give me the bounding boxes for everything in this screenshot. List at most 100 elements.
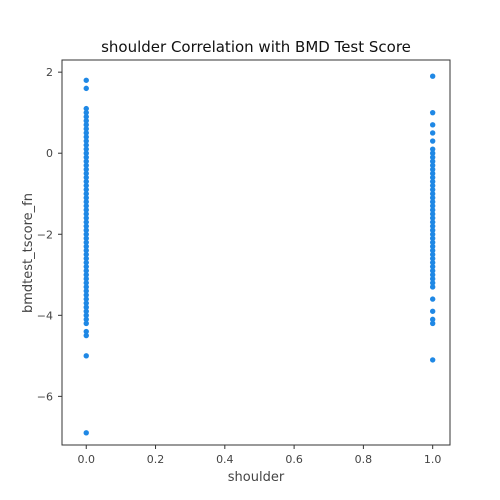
data-point — [83, 247, 89, 254]
data-point — [429, 146, 436, 152]
data-point — [83, 166, 89, 173]
data-point — [83, 162, 89, 169]
data-point — [83, 328, 89, 335]
data-point — [429, 268, 436, 274]
data-point — [429, 276, 436, 282]
data-point — [83, 215, 89, 221]
data-point — [429, 170, 436, 177]
data-point — [83, 195, 89, 201]
data-point — [429, 138, 436, 144]
data-point — [429, 223, 436, 229]
data-point — [83, 178, 89, 185]
data-point — [83, 353, 89, 359]
data-point — [83, 239, 89, 246]
data-point — [83, 118, 89, 124]
data-point — [429, 320, 436, 327]
data-point — [83, 77, 89, 83]
data-point — [83, 304, 89, 310]
data-point — [429, 130, 436, 136]
data-point — [429, 316, 436, 323]
data-point — [429, 296, 436, 302]
data-point — [429, 154, 436, 160]
data-point — [83, 308, 89, 314]
y-tick-label: 2 — [46, 66, 53, 79]
data-point — [83, 122, 89, 128]
y-axis-label: bmdtest_tscore_fn — [21, 193, 36, 313]
data-point — [429, 150, 436, 156]
data-point — [429, 219, 436, 225]
x-tick-label: 0.8 — [355, 453, 373, 466]
data-point — [83, 170, 89, 177]
data-point — [83, 430, 89, 436]
data-point — [429, 174, 436, 181]
data-point — [429, 235, 436, 242]
data-point — [429, 195, 436, 201]
y-tick-label: −4 — [37, 309, 53, 322]
data-point — [429, 203, 436, 209]
data-point — [83, 150, 89, 156]
data-point — [83, 280, 89, 286]
data-point — [429, 308, 436, 314]
data-point — [83, 231, 89, 237]
data-point — [429, 122, 436, 128]
data-point — [83, 332, 89, 339]
data-point — [83, 316, 89, 323]
data-point — [429, 166, 436, 173]
data-point — [429, 255, 436, 262]
data-point — [429, 178, 436, 185]
plot-area-frame — [61, 59, 451, 446]
data-point — [429, 215, 436, 221]
data-point — [429, 259, 436, 266]
data-point — [83, 207, 89, 213]
x-tick-label: 0.2 — [147, 453, 165, 466]
data-point — [83, 186, 89, 193]
data-point — [83, 272, 89, 278]
data-point — [429, 211, 436, 217]
data-point — [83, 255, 89, 262]
data-point — [83, 227, 89, 233]
data-point — [83, 154, 89, 160]
data-point — [83, 320, 89, 327]
data-point — [83, 296, 89, 302]
data-point — [83, 191, 89, 197]
data-point — [83, 126, 89, 132]
data-point — [429, 182, 436, 189]
data-point — [83, 284, 89, 290]
data-point — [429, 227, 436, 233]
y-tick-label: 0 — [46, 147, 53, 160]
x-tick-label: 1.0 — [424, 453, 442, 466]
data-point — [429, 109, 436, 116]
data-point — [83, 223, 89, 229]
y-tick-label: −6 — [37, 390, 53, 403]
data-point — [83, 85, 89, 92]
x-tick-label: 0.0 — [78, 453, 96, 466]
data-point — [83, 203, 89, 209]
data-point — [429, 239, 436, 246]
data-point — [83, 114, 89, 120]
data-point — [429, 158, 436, 165]
data-point — [83, 146, 89, 152]
data-point — [83, 138, 89, 144]
x-tick-label: 0.4 — [216, 453, 234, 466]
x-axis: 0.0 0.2 0.4 0.6 0.8 1.0 — [78, 445, 442, 466]
data-point — [83, 312, 89, 319]
data-point — [429, 73, 436, 79]
data-point — [429, 251, 436, 258]
data-point — [429, 243, 436, 250]
data-point — [83, 134, 89, 140]
data-point — [429, 199, 436, 205]
data-point — [429, 207, 436, 213]
data-point — [83, 199, 89, 205]
data-point — [429, 357, 436, 363]
data-point — [83, 276, 89, 282]
data-point — [429, 247, 436, 254]
y-tick-label: −2 — [37, 228, 53, 241]
data-point — [83, 158, 89, 165]
data-point — [83, 288, 89, 294]
data-point — [83, 142, 89, 148]
data-point — [429, 231, 436, 237]
data-point — [83, 109, 89, 116]
data-point — [83, 211, 89, 217]
x-tick-label: 0.6 — [285, 453, 303, 466]
